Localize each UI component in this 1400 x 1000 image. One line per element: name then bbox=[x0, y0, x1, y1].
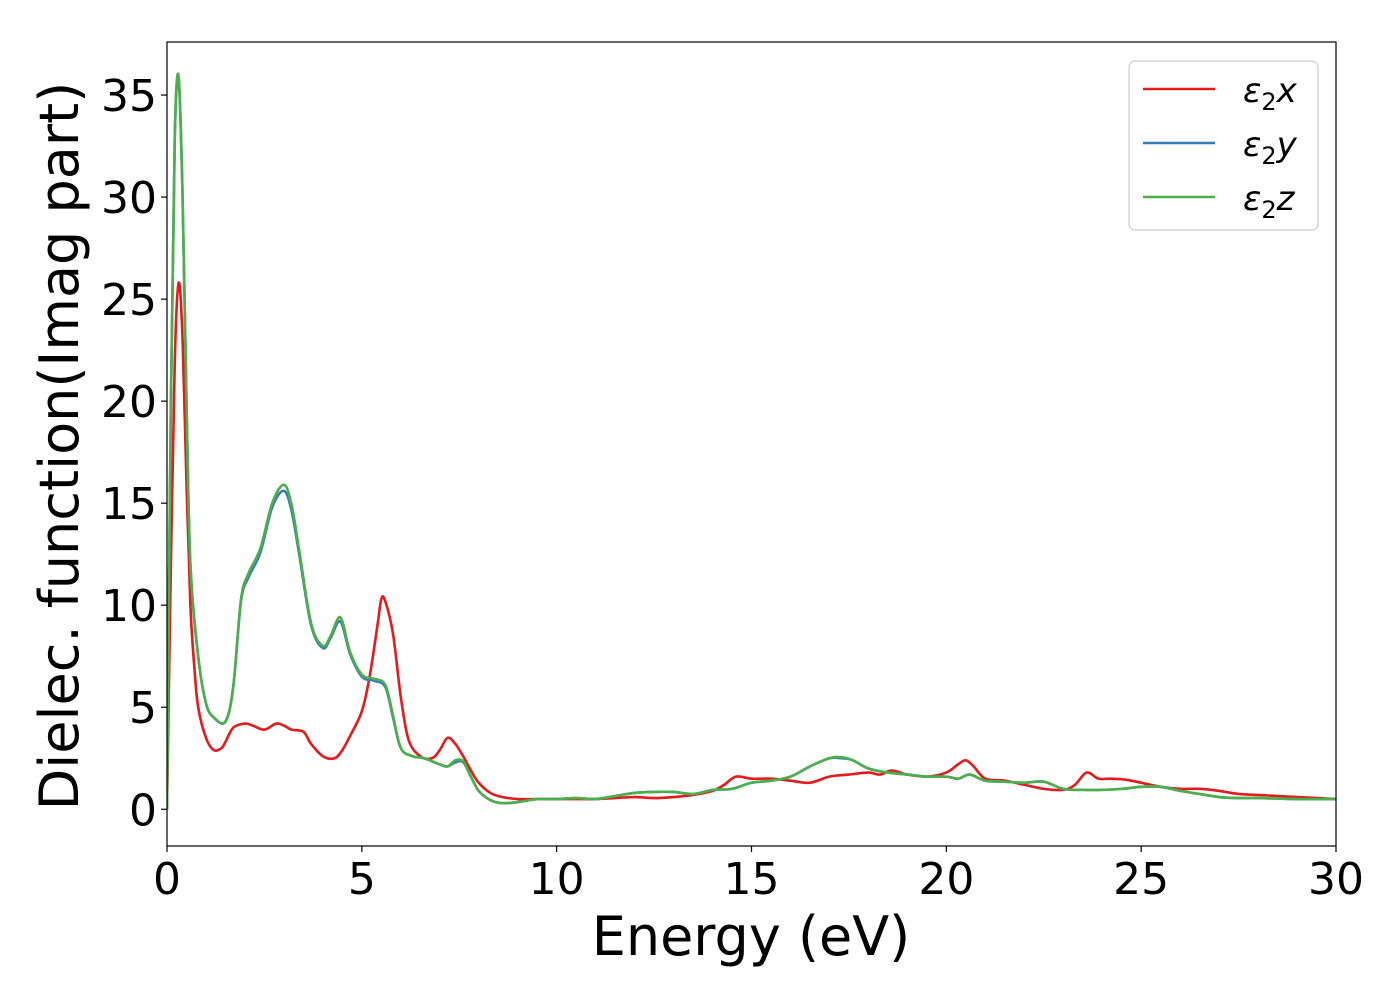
series-line-z bbox=[167, 72, 1336, 810]
y-tick-label: 20 bbox=[101, 377, 157, 428]
x-tick-label: 20 bbox=[918, 854, 974, 905]
x-tick-label: 0 bbox=[153, 854, 181, 905]
y-axis-label: Dielec. function(Imag part) bbox=[28, 82, 91, 811]
y-tick-label: 15 bbox=[101, 479, 157, 530]
legend-label-y: ε2y bbox=[1243, 125, 1298, 170]
legend-label-x: ε2x bbox=[1243, 71, 1298, 116]
ticks-layer: 0 5 10 15 20 25 30 0 5 10 15 20 25 30 35 bbox=[101, 71, 1364, 905]
y-tick-label: 5 bbox=[129, 683, 157, 734]
x-tick-label: 15 bbox=[724, 854, 780, 905]
legend-label-z: ε2z bbox=[1243, 179, 1296, 224]
y-tick-label: 10 bbox=[101, 581, 157, 632]
x-tick-label: 10 bbox=[529, 854, 585, 905]
y-tick-label: 25 bbox=[101, 275, 157, 326]
x-tick-label: 25 bbox=[1113, 854, 1169, 905]
series-layer bbox=[167, 72, 1336, 810]
y-tick-label: 35 bbox=[101, 71, 157, 122]
x-tick-label: 5 bbox=[348, 854, 376, 905]
series-line-x bbox=[167, 281, 1336, 810]
y-tick-label: 0 bbox=[129, 785, 157, 836]
legend: ε2x ε2y ε2z bbox=[1128, 60, 1319, 231]
x-axis-label: Energy (eV) bbox=[592, 905, 911, 968]
y-tick-label: 30 bbox=[101, 173, 157, 224]
x-tick-label: 30 bbox=[1308, 854, 1364, 905]
legend-box bbox=[1128, 60, 1319, 231]
